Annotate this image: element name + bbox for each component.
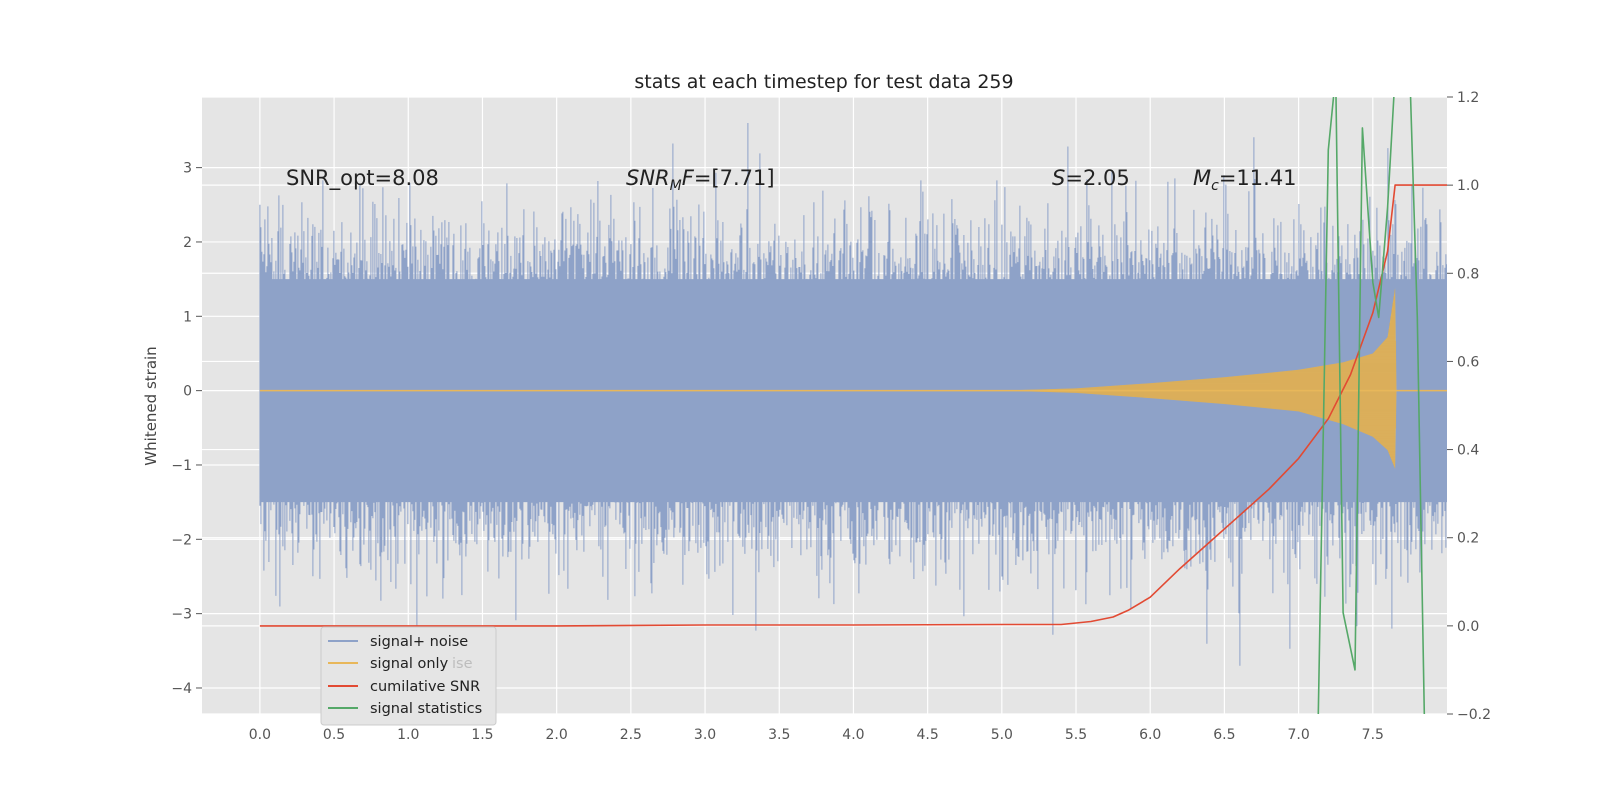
y2-tick-label: −0.2 (1457, 707, 1491, 723)
legend-label-cumulative-snr: cumilative SNR (370, 679, 480, 695)
x-tick-label: 6.5 (1213, 727, 1235, 743)
mc-symbol: M (1193, 166, 1211, 190)
y-tick-label: −1 (171, 458, 192, 474)
x-tick-label: 3.5 (768, 727, 790, 743)
series-signal-statistics (1317, 97, 1426, 714)
y2-tick-label: 0.8 (1457, 266, 1479, 282)
legend-label-signal-noise: signal+ noise (370, 634, 468, 650)
y-tick-label: −2 (171, 532, 192, 548)
y2-tick-label: 1.2 (1457, 90, 1479, 106)
legend-label-signal-only: signal only (370, 656, 449, 672)
legend: ise signal+ noise signal only cumilative… (320, 626, 497, 726)
x-tick-label: 1.0 (397, 727, 419, 743)
snr-mf-symbol: SNR (626, 166, 670, 190)
y-tick-label: 3 (183, 161, 192, 177)
y-axis-label: Whitened strain (142, 346, 160, 465)
x-tick-label: 4.0 (842, 727, 864, 743)
y-tick-label: 0 (183, 384, 192, 400)
snr-mf-value: =[7.71] (694, 166, 775, 190)
y2-tick-label: 0.6 (1457, 354, 1479, 370)
legend-ghost-text: ise (452, 656, 473, 672)
x-tick-label: 3.0 (694, 727, 716, 743)
y-tick-label: −4 (171, 681, 192, 697)
y2-tick-label: 0.4 (1457, 443, 1479, 459)
x-tick-label: 5.0 (991, 727, 1013, 743)
annotation-mc: Mc=11.41 (1193, 166, 1297, 194)
legend-label-signal-statistics: signal statistics (370, 701, 482, 717)
x-tick-label: 2.5 (620, 727, 642, 743)
mc-value: =11.41 (1219, 166, 1297, 190)
x-tick-label: 7.0 (1287, 727, 1309, 743)
s-symbol: S (1052, 166, 1065, 190)
mc-subscript: c (1211, 178, 1219, 194)
y2-tick-label: 1.0 (1457, 178, 1479, 194)
x-tick-label: 0.0 (249, 727, 271, 743)
x-axis: 0.0 0.5 1.0 1.5 2.0 2.5 3.0 3.5 4.0 4.5 5.0 5.5 6.0 6… (249, 727, 1384, 743)
x-tick-label: 1.5 (471, 727, 493, 743)
y2-tick-label: 0.2 (1457, 531, 1479, 547)
y-axis-right: 1.2 1.0 0.8 0.6 0.4 0.2 0.0 −0.2 (1447, 90, 1491, 723)
annotation-snr-opt: SNR_opt=8.08 (286, 166, 439, 191)
snr-mf-f: F (682, 166, 695, 190)
annotation-s: S=2.05 (1052, 166, 1130, 190)
x-tick-label: 4.5 (916, 727, 938, 743)
y-tick-label: 2 (183, 235, 192, 251)
x-tick-label: 2.0 (546, 727, 568, 743)
s-value: =2.05 (1065, 166, 1129, 190)
legend-box (320, 626, 497, 726)
y2-tick-label: 0.0 (1457, 619, 1479, 635)
series-cumulative-snr (259, 184, 1447, 627)
annotation-snr-mf: SNRMF=[7.71] (626, 166, 775, 194)
chart-title: stats at each timestep for test data 259 (634, 71, 1013, 93)
series-layer (259, 97, 1447, 714)
snr-mf-subscript: M (670, 178, 682, 194)
x-tick-label: 5.5 (1065, 727, 1087, 743)
y-axis-left: 3 2 1 0 −1 −2 −3 −4 (171, 161, 202, 697)
x-tick-label: 6.0 (1139, 727, 1161, 743)
y-tick-label: 1 (183, 309, 192, 325)
x-tick-label: 0.5 (323, 727, 345, 743)
x-tick-label: 7.5 (1362, 727, 1384, 743)
y-tick-label: −3 (171, 607, 192, 623)
